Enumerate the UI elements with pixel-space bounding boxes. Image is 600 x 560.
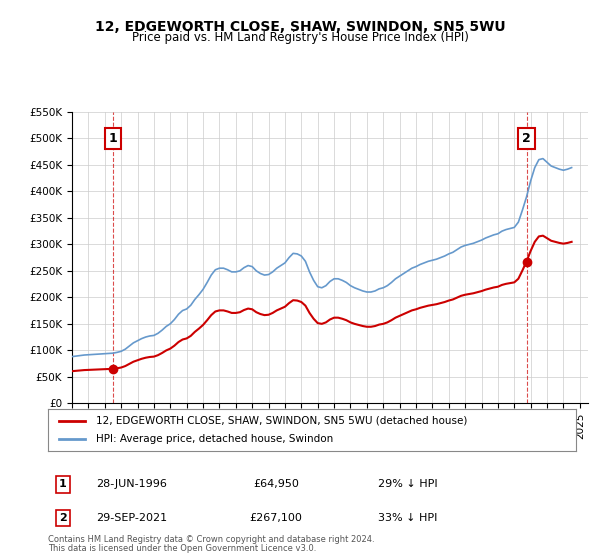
Text: £267,100: £267,100	[250, 513, 302, 523]
Text: 12, EDGEWORTH CLOSE, SHAW, SWINDON, SN5 5WU (detached house): 12, EDGEWORTH CLOSE, SHAW, SWINDON, SN5 …	[95, 416, 467, 426]
Text: 29-SEP-2021: 29-SEP-2021	[97, 513, 167, 523]
Text: 1: 1	[109, 132, 117, 145]
Text: Price paid vs. HM Land Registry's House Price Index (HPI): Price paid vs. HM Land Registry's House …	[131, 31, 469, 44]
Text: This data is licensed under the Open Government Licence v3.0.: This data is licensed under the Open Gov…	[48, 544, 316, 553]
Text: 33% ↓ HPI: 33% ↓ HPI	[379, 513, 437, 523]
Text: 2: 2	[522, 132, 531, 145]
Text: £64,950: £64,950	[253, 479, 299, 489]
Text: 2: 2	[59, 513, 67, 523]
Text: 12, EDGEWORTH CLOSE, SHAW, SWINDON, SN5 5WU: 12, EDGEWORTH CLOSE, SHAW, SWINDON, SN5 …	[95, 20, 505, 34]
Text: 29% ↓ HPI: 29% ↓ HPI	[378, 479, 438, 489]
Text: 1: 1	[59, 479, 67, 489]
Text: 28-JUN-1996: 28-JUN-1996	[97, 479, 167, 489]
Text: Contains HM Land Registry data © Crown copyright and database right 2024.: Contains HM Land Registry data © Crown c…	[48, 535, 374, 544]
Text: HPI: Average price, detached house, Swindon: HPI: Average price, detached house, Swin…	[95, 434, 333, 444]
